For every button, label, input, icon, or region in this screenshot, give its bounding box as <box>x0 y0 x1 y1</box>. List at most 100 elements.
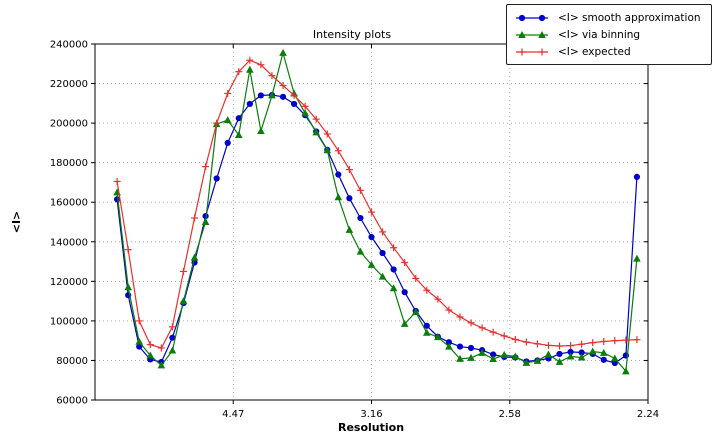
x-tick-label: 2.24 <box>637 409 659 420</box>
data-point-circle <box>357 214 364 222</box>
legend-row-smooth-approximation: <I> smooth approximation <box>514 9 705 26</box>
data-point-circle <box>456 343 464 350</box>
series-smooth-approximation <box>114 91 641 367</box>
data-point-triangle <box>577 353 586 361</box>
series-line <box>116 94 638 364</box>
y-tick-label: 240000 <box>50 40 88 51</box>
data-point-circle <box>202 212 209 220</box>
data-point-triangle <box>423 328 431 336</box>
data-point-triangle <box>544 350 553 358</box>
data-point-triangle <box>257 127 265 135</box>
data-point-triangle <box>301 109 309 117</box>
grid-lines <box>95 44 648 400</box>
data-point-circle <box>423 322 430 329</box>
data-point-triangle <box>334 193 343 201</box>
data-point-triangle <box>599 348 608 356</box>
data-point-triangle <box>135 337 144 345</box>
legend-row-expected: <I> expected <box>514 43 705 60</box>
data-point-triangle <box>518 30 526 38</box>
legend-label-smooth-approximation: <I> smooth approximation <box>558 11 701 24</box>
y-tick-label: 60000 <box>56 396 88 407</box>
data-point-triangle <box>588 347 597 355</box>
data-point-triangle <box>279 48 287 56</box>
x-axis-title: Resolution <box>338 421 404 434</box>
data-point-triangle <box>400 319 409 327</box>
legend-marker-expected-icon <box>516 48 548 55</box>
data-point-circle <box>538 14 546 21</box>
y-tick-label: 80000 <box>56 356 88 367</box>
data-point-triangle <box>356 247 365 255</box>
data-point-circle <box>518 14 526 21</box>
y-tick-label: 200000 <box>50 119 88 130</box>
data-point-circle <box>490 351 497 358</box>
data-point-triangle <box>500 350 509 358</box>
data-point-circle <box>335 171 342 178</box>
data-point-circle <box>600 356 607 363</box>
data-point-triangle <box>566 352 575 360</box>
series-expected <box>113 56 641 352</box>
data-point-circle <box>578 349 585 356</box>
data-point-triangle <box>489 355 497 363</box>
data-point-triangle <box>538 30 546 38</box>
data-point-circle <box>224 139 231 146</box>
y-tick-label: 180000 <box>50 158 88 169</box>
data-point-triangle <box>389 284 398 292</box>
x-tick-label: 2.58 <box>499 409 521 420</box>
data-point-circle <box>346 195 353 202</box>
data-point-triangle <box>533 356 542 364</box>
legend-row-via-binning: <I> via binning <box>514 26 705 43</box>
data-point-triangle <box>622 367 630 375</box>
y-axis-title: <I> <box>10 211 23 234</box>
data-point-triangle <box>478 348 486 356</box>
axis-ticks <box>91 43 649 404</box>
data-point-triangle <box>467 353 475 361</box>
data-point-triangle <box>168 346 177 354</box>
data-point-triangle <box>445 342 453 350</box>
data-point-circle <box>213 175 220 182</box>
data-series <box>113 48 641 375</box>
x-tick-label: 3.16 <box>360 409 382 420</box>
data-point-triangle <box>146 351 155 359</box>
data-point-triangle <box>456 354 464 362</box>
data-point-circle <box>379 249 386 257</box>
data-point-triangle <box>411 307 420 315</box>
data-point-circle <box>445 339 453 346</box>
legend-label-expected: <I> expected <box>558 45 631 58</box>
plot-title: Intensity plots <box>313 28 391 41</box>
y-tick-label: 220000 <box>50 79 88 90</box>
legend-marker-via-binning-icon <box>516 30 548 38</box>
data-point-circle <box>279 93 287 100</box>
data-point-circle <box>401 289 408 296</box>
data-point-circle <box>633 173 641 181</box>
data-point-triangle <box>611 354 619 362</box>
data-point-triangle <box>234 130 243 138</box>
data-point-circle <box>467 344 475 352</box>
legend-marker-smooth-approximation-icon <box>516 14 548 21</box>
data-point-circle <box>368 233 375 241</box>
data-point-circle <box>290 100 298 108</box>
data-point-triangle <box>124 283 132 291</box>
y-tick-label: 140000 <box>50 237 88 248</box>
plot-area-border <box>94 43 649 401</box>
data-point-triangle <box>179 297 188 305</box>
data-point-triangle <box>378 272 387 280</box>
data-point-triangle <box>434 333 442 341</box>
x-tick-label: 4.47 <box>222 409 244 420</box>
data-point-triangle <box>511 352 520 360</box>
series-line <box>116 59 637 349</box>
data-point-circle <box>567 348 574 356</box>
data-point-triangle <box>223 116 232 124</box>
legend-label-via-binning: <I> via binning <box>558 28 641 41</box>
series-via-binning <box>113 48 641 375</box>
axis-tick-labels: 60000 80000 100000 120000 140000 160000 180000… <box>50 40 659 421</box>
data-point-triangle <box>246 65 254 73</box>
y-tick-label: 160000 <box>50 198 88 209</box>
data-point-circle <box>169 334 176 341</box>
data-point-triangle <box>555 357 564 365</box>
data-point-triangle <box>323 146 332 154</box>
data-point-circle <box>257 92 264 99</box>
y-tick-label: 120000 <box>50 277 88 288</box>
data-point-circle <box>390 266 397 273</box>
